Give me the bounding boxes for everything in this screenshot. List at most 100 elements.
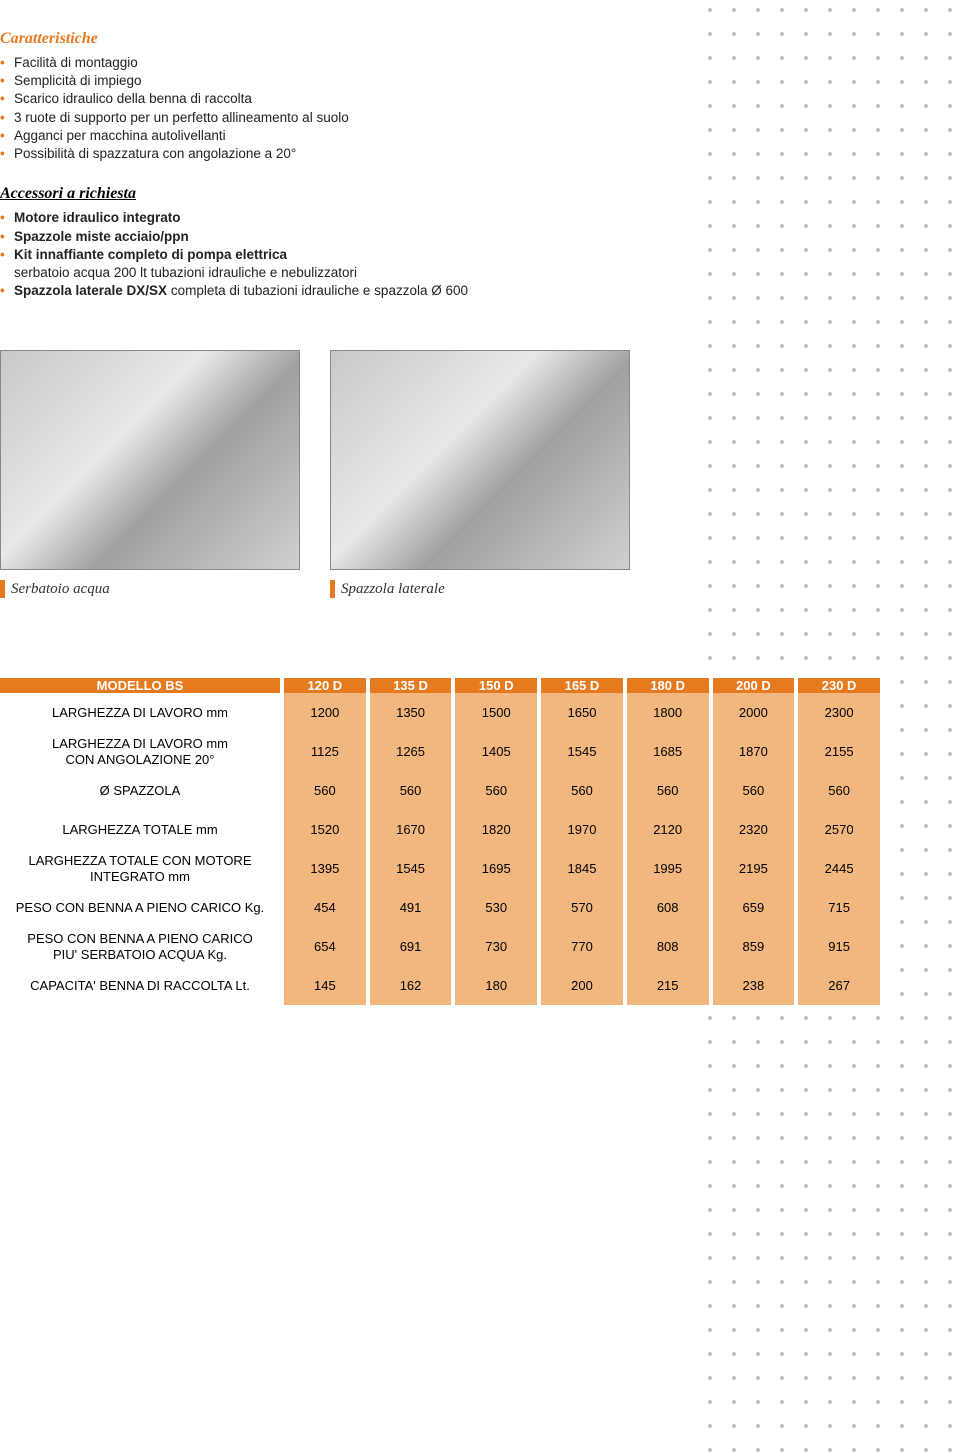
table-cell: 808 [627,927,709,966]
table-cell: 1265 [370,732,452,771]
table-cell: 1545 [370,849,452,888]
table-cell: 1500 [455,693,537,732]
table-cell: 1995 [627,849,709,888]
table-row: PESO CON BENNA A PIENO CARICOPIU' SERBAT… [0,927,880,966]
table-cell: 770 [541,927,623,966]
table-cell: 1200 [284,693,366,732]
table-column-header: 120 D [284,678,366,693]
table-cell: 1395 [284,849,366,888]
caption-bar-icon [330,580,335,598]
caption-right: Spazzola laterale [330,580,630,598]
accessories-list: Motore idraulico integratoSpazzole miste… [0,209,920,300]
table-cell: 180 [455,966,537,1005]
table-cell: 1970 [541,810,623,849]
table-row-label: LARGHEZZA DI LAVORO mm [0,693,280,732]
table-row: PESO CON BENNA A PIENO CARICO Kg.4544915… [0,888,880,927]
photo-side-brush [330,350,630,570]
table-cell: 1520 [284,810,366,849]
characteristics-item: Possibilità di spazzatura con angolazion… [0,145,920,163]
table-cell: 570 [541,888,623,927]
accessories-title: Accessori a richiesta [0,185,920,203]
characteristics-list: Facilità di montaggioSemplicità di impie… [0,54,920,163]
table-cell: 2445 [798,849,880,888]
table-cell: 1685 [627,732,709,771]
characteristics-item: Semplicità di impiego [0,72,920,90]
characteristics-item: Scarico idraulico della benna di raccolt… [0,90,920,108]
table-cell: 560 [541,771,623,810]
table-column-header: 180 D [627,678,709,693]
table-cell: 215 [627,966,709,1005]
table-row-label: PESO CON BENNA A PIENO CARICO Kg. [0,888,280,927]
table-cell: 859 [713,927,795,966]
accessories-item: Kit innaffiante completo di pompa elettr… [0,246,920,264]
table-cell: 200 [541,966,623,1005]
table-label-header: MODELLO BS [0,678,280,693]
table-column-header: 200 D [713,678,795,693]
table-cell: 560 [627,771,709,810]
table-row: LARGHEZZA DI LAVORO mmCON ANGOLAZIONE 20… [0,732,880,771]
table-cell: 560 [370,771,452,810]
table-cell: 267 [798,966,880,1005]
table-column-header: 230 D [798,678,880,693]
caption-bar-icon [0,580,5,598]
table-cell: 654 [284,927,366,966]
table-column-header: 165 D [541,678,623,693]
table-row-label: LARGHEZZA TOTALE CON MOTOREINTEGRATO mm [0,849,280,888]
table-column-header: 135 D [370,678,452,693]
table-cell: 145 [284,966,366,1005]
table-cell: 2155 [798,732,880,771]
table-cell: 1695 [455,849,537,888]
accessories-item: Spazzole miste acciaio/ppn [0,228,920,246]
photo-water-tank [0,350,300,570]
table-cell: 530 [455,888,537,927]
table-cell: 2320 [713,810,795,849]
table-cell: 238 [713,966,795,1005]
table-cell: 162 [370,966,452,1005]
table-row: LARGHEZZA DI LAVORO mm120013501500165018… [0,693,880,732]
table-row-label: CAPACITA' BENNA DI RACCOLTA Lt. [0,966,280,1005]
table-cell: 560 [713,771,795,810]
table-cell: 715 [798,888,880,927]
table-row: LARGHEZZA TOTALE CON MOTOREINTEGRATO mm1… [0,849,880,888]
table-cell: 1125 [284,732,366,771]
table-cell: 2120 [627,810,709,849]
table-cell: 1845 [541,849,623,888]
characteristics-item: Agganci per macchina autolivellanti [0,127,920,145]
table-cell: 560 [798,771,880,810]
table-cell: 2000 [713,693,795,732]
table-cell: 1650 [541,693,623,732]
accessories-item: Spazzola laterale DX/SX completa di tuba… [0,282,920,300]
table-cell: 560 [284,771,366,810]
table-cell: 491 [370,888,452,927]
caption-left-text: Serbatoio acqua [11,581,110,598]
table-cell: 915 [798,927,880,966]
table-cell: 730 [455,927,537,966]
table-cell: 1800 [627,693,709,732]
table-cell: 1350 [370,693,452,732]
table-row: Ø SPAZZOLA560560560560560560560 [0,771,880,810]
table-cell: 608 [627,888,709,927]
characteristics-title: Caratteristiche [0,30,920,48]
table-cell: 659 [713,888,795,927]
table-cell: 1670 [370,810,452,849]
table-row-label: LARGHEZZA TOTALE mm [0,810,280,849]
table-row-label: Ø SPAZZOLA [0,771,280,810]
table-cell: 2195 [713,849,795,888]
table-row-label: LARGHEZZA DI LAVORO mmCON ANGOLAZIONE 20… [0,732,280,771]
table-row-label: PESO CON BENNA A PIENO CARICOPIU' SERBAT… [0,927,280,966]
table-cell: 2570 [798,810,880,849]
accessories-item: serbatoio acqua 200 lt tubazioni idrauli… [0,264,920,282]
table-cell: 2300 [798,693,880,732]
characteristics-item: 3 ruote di supporto per un perfetto alli… [0,109,920,127]
caption-left: Serbatoio acqua [0,580,300,598]
table-cell: 1820 [455,810,537,849]
spec-table: MODELLO BS120 D135 D150 D165 D180 D200 D… [0,678,880,1005]
caption-right-text: Spazzola laterale [341,581,445,598]
table-cell: 1870 [713,732,795,771]
table-cell: 454 [284,888,366,927]
characteristics-item: Facilità di montaggio [0,54,920,72]
table-cell: 1405 [455,732,537,771]
table-row: CAPACITA' BENNA DI RACCOLTA Lt.145162180… [0,966,880,1005]
table-cell: 1545 [541,732,623,771]
table-cell: 691 [370,927,452,966]
